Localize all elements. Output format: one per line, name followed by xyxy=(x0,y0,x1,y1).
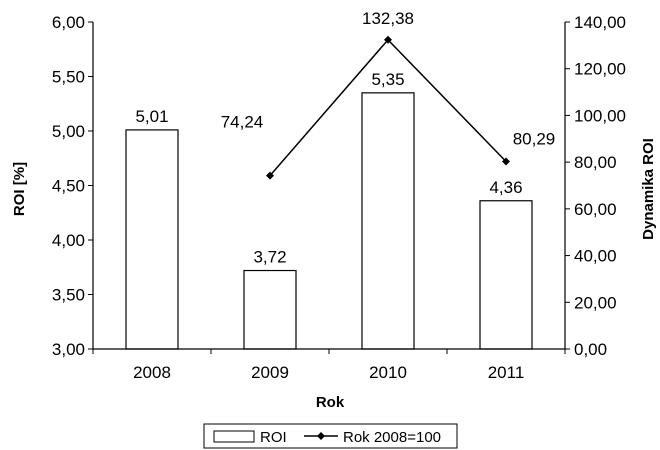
line-label-2011: 80,29 xyxy=(513,129,556,148)
y-tick-label: 5,50 xyxy=(52,68,85,87)
y2-tick-label: 40,00 xyxy=(574,247,617,266)
bar-series-roi xyxy=(125,92,533,350)
y-tick-label: 3,50 xyxy=(52,286,85,305)
y-axis-title: ROI [%] xyxy=(11,162,28,216)
legend-line-label: Rok 2008=100 xyxy=(343,429,441,446)
y-tick-label: 4,50 xyxy=(52,177,85,196)
y2-tick-label: 80,00 xyxy=(574,153,617,172)
y-tick-label: 6,00 xyxy=(52,13,85,32)
axes: 3,00 3,50 4,00 4,50 5,00 5,50 6,00 0,00 20,00 40,… xyxy=(52,13,626,382)
line-point-2010 xyxy=(384,35,392,44)
y-tick-label: 5,00 xyxy=(52,122,85,141)
line-point-2009 xyxy=(266,171,274,180)
legend-diamond-marker xyxy=(317,432,325,440)
y2-tick-label: 140,00 xyxy=(574,13,626,32)
legend-roi-label: ROI xyxy=(260,429,287,446)
bar-label-2009: 3,72 xyxy=(253,248,286,267)
bar-label-2010: 5,35 xyxy=(371,70,404,89)
x-tick-label-2010: 2010 xyxy=(369,363,407,382)
bar-2011 xyxy=(479,200,533,350)
line-series-rok-2008 xyxy=(266,35,510,180)
data-labels: 5,01 3,72 5,35 4,36 74,24 132,38 80,29 xyxy=(135,9,555,267)
y-tick-label: 4,00 xyxy=(52,231,85,250)
x-axis-title: Rok xyxy=(316,394,345,411)
line-point-2011 xyxy=(502,157,510,166)
y2-tick-label: 120,00 xyxy=(574,60,626,79)
legend: ROI Rok 2008=100 xyxy=(203,423,458,449)
y2-tick-label: 100,00 xyxy=(574,106,626,125)
y2-tick-label: 60,00 xyxy=(574,200,617,219)
bar-label-2008: 5,01 xyxy=(135,107,168,126)
x-tick-label-2009: 2009 xyxy=(251,363,289,382)
y2-axis-title: Dynamika ROI xyxy=(640,138,657,240)
bar-2008 xyxy=(125,129,179,350)
line-label-2010: 132,38 xyxy=(362,9,414,28)
y2-tick-label: 20,00 xyxy=(574,293,617,312)
bar-label-2011: 4,36 xyxy=(489,178,522,197)
bar-2010 xyxy=(361,92,415,350)
y-tick-label: 3,00 xyxy=(52,340,85,359)
bar-2009 xyxy=(243,269,297,350)
x-tick-label-2011: 2011 xyxy=(488,363,525,382)
y2-tick-label: 0,00 xyxy=(574,340,607,359)
x-tick-label-2008: 2008 xyxy=(133,363,171,382)
legend-roi-swatch xyxy=(213,430,255,443)
line-label-2009: 74,24 xyxy=(221,113,264,132)
